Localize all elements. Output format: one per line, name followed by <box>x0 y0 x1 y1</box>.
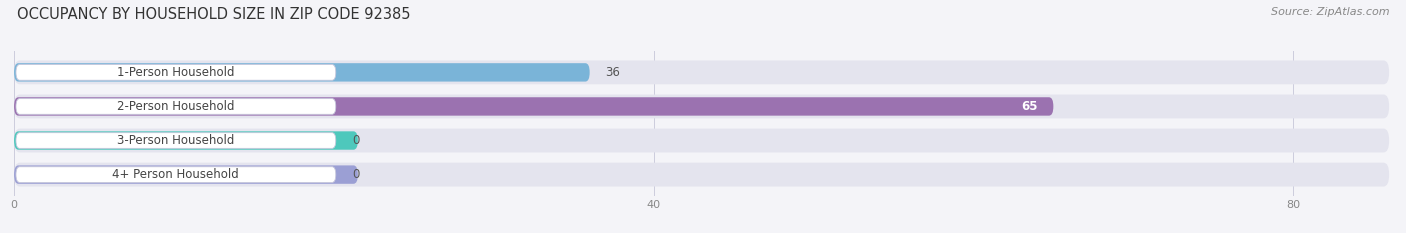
Text: OCCUPANCY BY HOUSEHOLD SIZE IN ZIP CODE 92385: OCCUPANCY BY HOUSEHOLD SIZE IN ZIP CODE … <box>17 7 411 22</box>
FancyBboxPatch shape <box>14 165 357 184</box>
Text: Source: ZipAtlas.com: Source: ZipAtlas.com <box>1271 7 1389 17</box>
FancyBboxPatch shape <box>15 133 336 148</box>
Text: 36: 36 <box>606 66 620 79</box>
FancyBboxPatch shape <box>14 63 589 82</box>
Text: 2-Person Household: 2-Person Household <box>117 100 235 113</box>
FancyBboxPatch shape <box>15 167 336 182</box>
Text: 1-Person Household: 1-Person Household <box>117 66 235 79</box>
FancyBboxPatch shape <box>15 65 336 80</box>
Text: 0: 0 <box>352 168 359 181</box>
FancyBboxPatch shape <box>14 129 1389 152</box>
FancyBboxPatch shape <box>14 131 357 150</box>
Text: 4+ Person Household: 4+ Person Household <box>112 168 239 181</box>
Text: 65: 65 <box>1021 100 1038 113</box>
FancyBboxPatch shape <box>14 97 1053 116</box>
FancyBboxPatch shape <box>15 99 336 114</box>
Text: 0: 0 <box>352 134 359 147</box>
FancyBboxPatch shape <box>14 163 1389 187</box>
FancyBboxPatch shape <box>14 95 1389 118</box>
FancyBboxPatch shape <box>14 60 1389 84</box>
Text: 3-Person Household: 3-Person Household <box>117 134 235 147</box>
